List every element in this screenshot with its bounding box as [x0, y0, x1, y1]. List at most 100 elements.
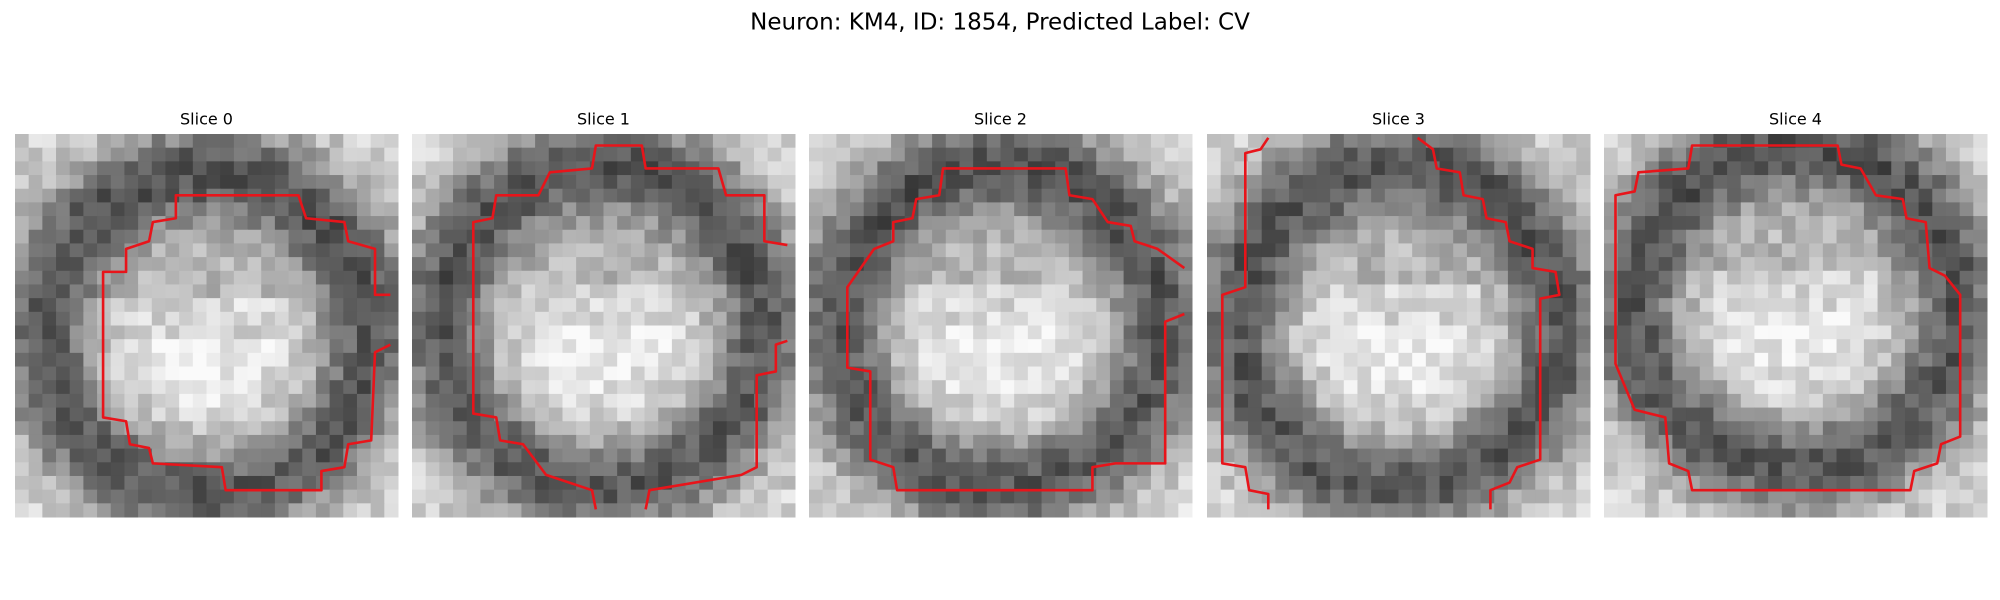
pixel: [1178, 216, 1193, 231]
pixel: [1699, 339, 1714, 354]
pixel: [1631, 434, 1646, 450]
pixel: [42, 243, 57, 258]
pixel: [261, 339, 276, 354]
pixel: [1343, 489, 1358, 504]
pixel: [329, 161, 344, 176]
pixel: [986, 325, 1001, 340]
pixel: [1850, 380, 1865, 395]
pixel: [494, 161, 509, 176]
pixel: [1576, 202, 1591, 217]
pixel: [1439, 339, 1454, 354]
pixel: [1809, 284, 1824, 299]
pixel: [28, 339, 43, 354]
pixel: [412, 175, 427, 190]
pixel: [28, 134, 43, 149]
pixel: [1439, 448, 1454, 463]
pixel: [28, 366, 43, 381]
pixel: [42, 216, 57, 231]
pixel: [384, 175, 399, 190]
pixel: [891, 380, 906, 395]
pixel: [1068, 352, 1084, 368]
pixel: [1795, 393, 1810, 409]
pixel: [630, 243, 646, 258]
pixel: [945, 216, 960, 231]
pixel: [1261, 161, 1276, 176]
pixel: [548, 298, 563, 313]
pixel: [1891, 257, 1906, 272]
pixel: [124, 352, 139, 368]
pixel: [1261, 407, 1276, 422]
pixel: [1096, 175, 1111, 190]
pixel: [1330, 339, 1345, 354]
pixel: [1109, 475, 1125, 491]
pixel: [1453, 257, 1468, 272]
pixel: [1068, 284, 1084, 299]
pixel: [699, 352, 714, 368]
pixel: [288, 175, 303, 190]
pixel: [494, 147, 509, 162]
pixel: [1713, 421, 1728, 436]
pixel: [1082, 489, 1097, 504]
pixel: [617, 380, 632, 395]
pixel: [28, 489, 43, 504]
pixel: [671, 134, 687, 149]
pixel: [1521, 475, 1536, 491]
pixel: [891, 407, 906, 422]
pixel: [1507, 298, 1523, 313]
pixel: [1631, 298, 1646, 313]
pixel: [548, 257, 563, 272]
pixel: [507, 147, 522, 162]
pixel: [904, 366, 919, 381]
pixel: [206, 325, 221, 340]
pixel: [658, 489, 673, 504]
pixel: [1576, 339, 1591, 354]
pixel: [1658, 202, 1673, 217]
pixel: [42, 339, 57, 354]
pixel: [1494, 489, 1509, 504]
pixel: [576, 380, 591, 395]
pixel: [1768, 202, 1783, 217]
pixel: [1507, 175, 1523, 190]
pixel: [83, 393, 98, 409]
pixel: [576, 462, 591, 477]
pixel: [603, 216, 618, 231]
pixel: [1137, 352, 1152, 368]
pixel: [1645, 339, 1660, 354]
pixel: [1507, 229, 1523, 244]
pixel: [712, 503, 728, 518]
pixel: [1877, 434, 1892, 450]
pixel: [1658, 188, 1673, 203]
pixel: [1809, 475, 1824, 491]
pixel: [1041, 229, 1056, 244]
pixel: [932, 325, 947, 340]
pixel: [28, 147, 43, 162]
pixel: [1822, 243, 1838, 258]
pixel: [576, 407, 591, 422]
pixel: [56, 147, 71, 162]
pixel: [165, 229, 180, 244]
pixel: [247, 434, 262, 450]
pixel: [1316, 188, 1331, 203]
pixel: [589, 202, 604, 217]
pixel: [836, 229, 851, 244]
pixel: [1891, 407, 1906, 422]
pixel: [1453, 475, 1468, 491]
pixel: [1055, 407, 1070, 422]
pixel: [1137, 407, 1152, 422]
pixel: [685, 270, 700, 285]
pixel: [1754, 462, 1769, 477]
pixel: [1302, 475, 1317, 491]
pixel: [959, 188, 974, 203]
pixel: [1466, 352, 1482, 368]
pixel: [535, 243, 550, 258]
pixel: [1740, 325, 1755, 340]
pixel: [1357, 270, 1372, 285]
pixel: [1535, 229, 1550, 244]
pixel: [15, 284, 30, 299]
pixel: [1686, 202, 1701, 217]
pixel: [1713, 257, 1728, 272]
pixel: [822, 503, 837, 518]
pixel: [315, 175, 331, 190]
pixel: [1945, 421, 1961, 436]
